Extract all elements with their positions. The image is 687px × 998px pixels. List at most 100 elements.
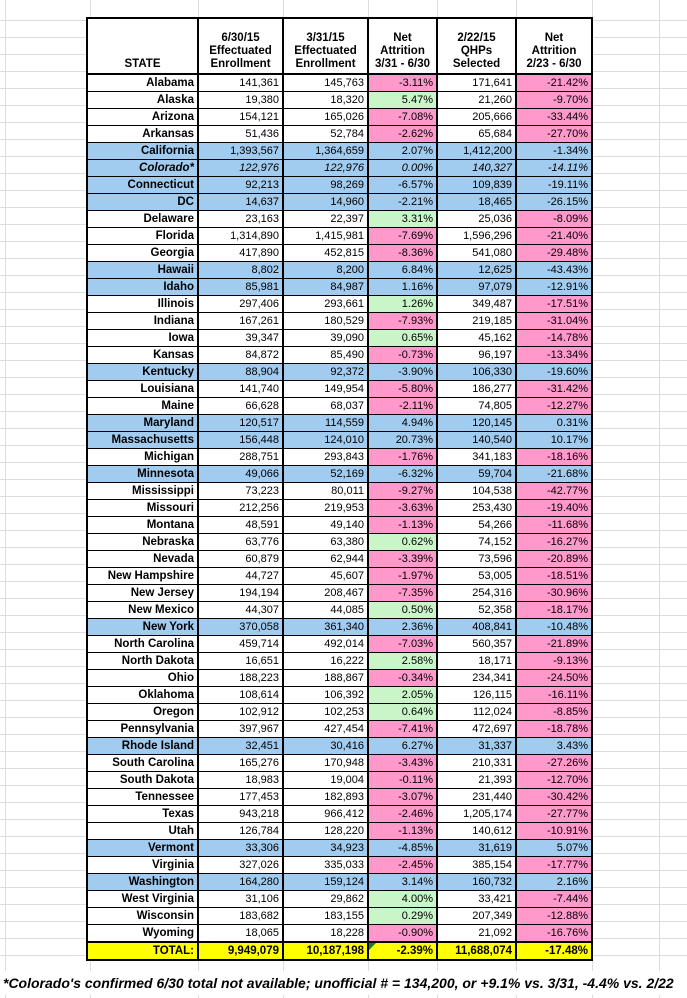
enrollment-331-cell: 492,014	[282, 635, 369, 653]
attrition-223-630-cell: 0.31%	[515, 414, 593, 432]
state-cell: California	[86, 142, 199, 160]
attrition-223-630-cell: -9.70%	[515, 91, 593, 109]
total-attrition-331-630-cell: -2.39%	[367, 941, 438, 961]
attrition-223-630-cell: -8.85%	[515, 703, 593, 721]
attrition-331-630-cell: 0.64%	[367, 703, 438, 721]
state-row: Virginia 327,026 335,033 -2.45% 385,154 -17.7…	[86, 856, 593, 874]
qhps-selected-cell: 349,487	[436, 295, 517, 313]
attrition-223-630-cell: -14.78%	[515, 329, 593, 347]
qhps-selected-cell: 54,266	[436, 516, 517, 534]
attrition-331-630-cell: -2.62%	[367, 125, 438, 143]
enrollment-630-cell: 183,682	[197, 907, 284, 925]
enrollment-331-cell: 52,169	[282, 465, 369, 483]
enrollment-630-cell: 165,276	[197, 754, 284, 772]
qhps-selected-cell: 21,092	[436, 924, 517, 943]
state-cell: Rhode Island	[86, 737, 199, 755]
enrollment-331-cell: 1,415,981	[282, 227, 369, 245]
enrollment-331-cell: 452,815	[282, 244, 369, 262]
state-cell: Arizona	[86, 108, 199, 126]
enrollment-331-cell: 45,607	[282, 567, 369, 585]
enrollment-331-cell: 92,372	[282, 363, 369, 381]
qhps-selected-cell: 74,152	[436, 533, 517, 551]
state-row: Missouri 212,256 219,953 -3.63% 253,430 -19.4…	[86, 499, 593, 517]
enrollment-630-cell: 417,890	[197, 244, 284, 262]
attrition-223-630-cell: -16.76%	[515, 924, 593, 943]
attrition-331-630-cell: 4.94%	[367, 414, 438, 432]
state-cell: Alabama	[86, 73, 199, 92]
enrollment-331-cell: 128,220	[282, 822, 369, 840]
state-row: Ohio 188,223 188,867 -0.34% 234,341 -24.50%	[86, 669, 593, 687]
enrollment-331-cell: 102,253	[282, 703, 369, 721]
enrollment-331-cell: 34,923	[282, 839, 369, 857]
attrition-331-630-cell: -7.41%	[367, 720, 438, 738]
enrollment-331-cell: 170,948	[282, 754, 369, 772]
attrition-331-630-cell: -0.90%	[367, 924, 438, 943]
state-cell: New Hampshire	[86, 567, 199, 585]
state-cell: Ohio	[86, 669, 199, 687]
enrollment-630-cell: 370,058	[197, 618, 284, 636]
attrition-331-630-cell: -3.07%	[367, 788, 438, 806]
state-cell: Montana	[86, 516, 199, 534]
state-cell: Minnesota	[86, 465, 199, 483]
enrollment-331-cell: 62,944	[282, 550, 369, 568]
state-cell: Vermont	[86, 839, 199, 857]
state-cell: Missouri	[86, 499, 199, 517]
state-row: North Carolina 459,714 492,014 -7.03% 560,35…	[86, 635, 593, 653]
state-row: Wisconsin 183,682 183,155 0.29% 207,349 -12.8…	[86, 907, 593, 925]
attrition-331-630-cell: -2.21%	[367, 193, 438, 211]
state-row: Indiana 167,261 180,529 -7.93% 219,185 -31.04…	[86, 312, 593, 330]
state-row: Mississippi 73,223 80,011 -9.27% 104,538 -42.…	[86, 482, 593, 500]
enrollment-630-cell: 73,223	[197, 482, 284, 500]
state-row: New Mexico 44,307 44,085 0.50% 52,358 -18.17%	[86, 601, 593, 619]
total-qhps-selected-cell: 11,688,074	[436, 941, 517, 961]
attrition-331-630-cell: -0.11%	[367, 771, 438, 789]
attrition-331-630-cell: -8.36%	[367, 244, 438, 262]
qhps-selected-cell: 385,154	[436, 856, 517, 874]
qhps-selected-cell: 120,145	[436, 414, 517, 432]
total-enrollment-630-cell: 9,949,079	[197, 941, 284, 961]
enrollment-331-cell: 293,843	[282, 448, 369, 466]
attrition-331-630-cell: 0.62%	[367, 533, 438, 551]
attrition-223-630-cell: -31.42%	[515, 380, 593, 398]
state-cell: New Mexico	[86, 601, 199, 619]
state-row: Arkansas 51,436 52,784 -2.62% 65,684 -27.70%	[86, 125, 593, 143]
qhps-selected-cell: 109,839	[436, 176, 517, 194]
state-row: Kentucky 88,904 92,372 -3.90% 106,330 -19.60%	[86, 363, 593, 381]
state-row: Maine 66,628 68,037 -2.11% 74,805 -12.27%	[86, 397, 593, 415]
attrition-331-630-cell: -7.03%	[367, 635, 438, 653]
enrollment-630-cell: 44,307	[197, 601, 284, 619]
state-row: Washington 164,280 159,124 3.14% 160,732 2.16…	[86, 873, 593, 891]
enrollment-630-cell: 85,981	[197, 278, 284, 296]
state-row: Texas 943,218 966,412 -2.46% 1,205,174 -27.77…	[86, 805, 593, 823]
state-row: Georgia 417,890 452,815 -8.36% 541,080 -29.48…	[86, 244, 593, 262]
enrollment-630-cell: 51,436	[197, 125, 284, 143]
state-cell: Alaska	[86, 91, 199, 109]
qhps-selected-cell: 104,538	[436, 482, 517, 500]
qhps-selected-cell: 472,697	[436, 720, 517, 738]
attrition-331-630-cell: -6.32%	[367, 465, 438, 483]
state-cell: Oklahoma	[86, 686, 199, 704]
attrition-331-630-cell: -1.13%	[367, 516, 438, 534]
attrition-331-630-cell: 4.00%	[367, 890, 438, 908]
state-cell: Pennsylvania	[86, 720, 199, 738]
state-cell: Virginia	[86, 856, 199, 874]
gridline-vertical	[5, 0, 6, 998]
enrollment-331-cell: 22,397	[282, 210, 369, 228]
attrition-331-630-cell: -3.63%	[367, 499, 438, 517]
enrollment-630-cell: 156,448	[197, 431, 284, 449]
qhps-selected-cell: 1,205,174	[436, 805, 517, 823]
enrollment-331-cell: 183,155	[282, 907, 369, 925]
attrition-223-630-cell: -16.27%	[515, 533, 593, 551]
attrition-223-630-cell: -10.91%	[515, 822, 593, 840]
enrollment-630-cell: 66,628	[197, 397, 284, 415]
state-cell: Maryland	[86, 414, 199, 432]
cell-error-marker-icon	[370, 944, 376, 950]
state-cell: Utah	[86, 822, 199, 840]
enrollment-630-cell: 167,261	[197, 312, 284, 330]
attrition-223-630-cell: -21.89%	[515, 635, 593, 653]
state-row: Arizona 154,121 165,026 -7.08% 205,666 -33.44…	[86, 108, 593, 126]
attrition-223-630-cell: -43.43%	[515, 261, 593, 279]
state-cell: Washington	[86, 873, 199, 891]
state-cell: South Carolina	[86, 754, 199, 772]
attrition-223-630-cell: -17.77%	[515, 856, 593, 874]
